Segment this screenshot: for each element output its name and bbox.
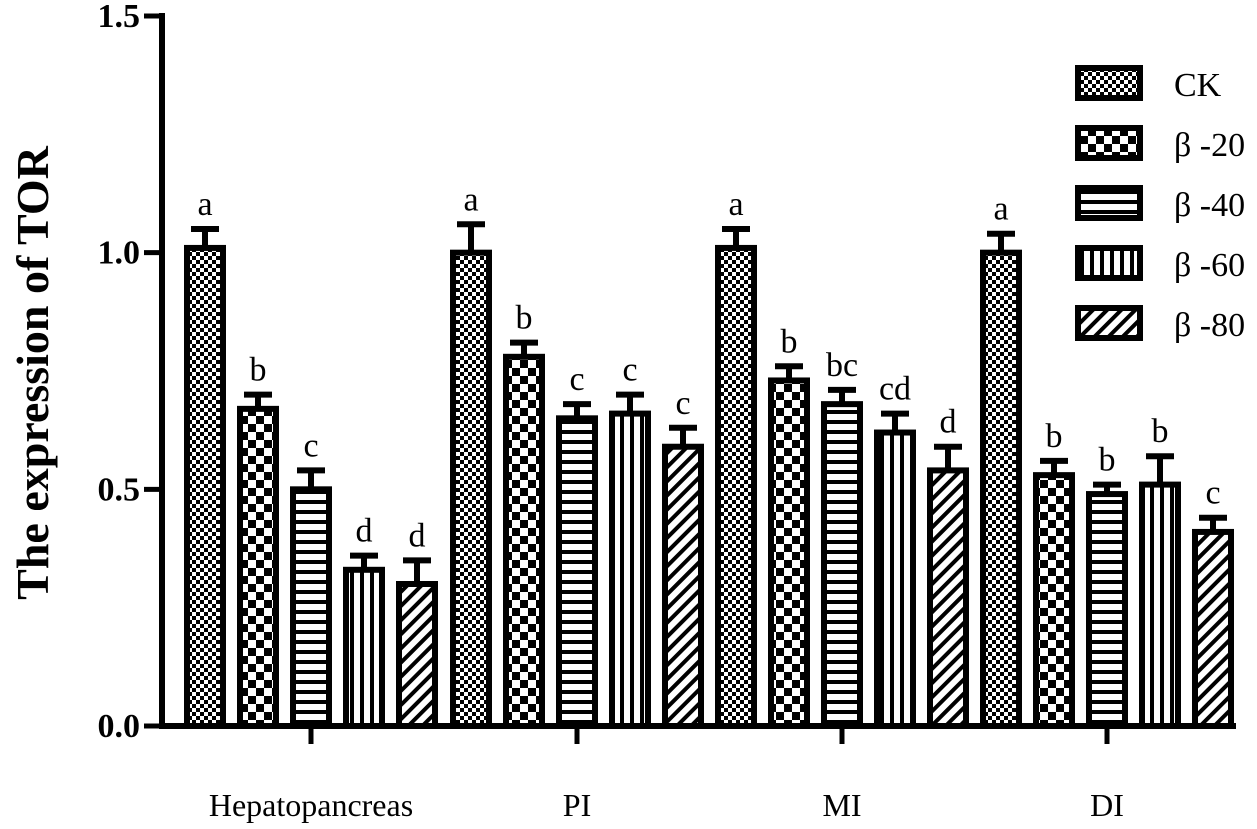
x-tick-label: PI [563, 787, 591, 823]
significance-label: a [728, 186, 743, 223]
significance-label: a [993, 191, 1008, 228]
bar [184, 244, 226, 730]
bar [662, 443, 704, 729]
significance-label: d [409, 517, 426, 554]
significance-label: b [250, 352, 267, 389]
bar [821, 401, 863, 729]
bar [609, 410, 651, 729]
y-tick-label: 0.0 [98, 708, 141, 745]
significance-label: c [303, 427, 318, 464]
legend-swatch [1075, 125, 1143, 161]
significance-label: b [1152, 413, 1169, 450]
bar [343, 566, 385, 729]
bar [1139, 481, 1181, 729]
legend-label: β -60 [1174, 247, 1245, 284]
significance-label: d [356, 513, 373, 550]
x-tick-label: DI [1090, 787, 1124, 823]
significance-label: bc [826, 347, 858, 384]
x-tick-label: MI [822, 787, 861, 823]
bar [1086, 491, 1128, 730]
bar [290, 486, 332, 730]
bar [874, 429, 916, 729]
bar [980, 249, 1022, 730]
significance-label: c [1205, 475, 1220, 512]
y-tick-label: 0.5 [98, 471, 141, 508]
significance-label: a [463, 181, 478, 218]
legend-label: β -80 [1174, 307, 1245, 344]
y-axis-title: The expression of TOR [7, 145, 58, 599]
legend-swatch [1075, 305, 1143, 341]
significance-label: b [516, 300, 533, 337]
bar [237, 405, 279, 729]
legend-swatch [1075, 245, 1143, 281]
legend-label: β -40 [1174, 187, 1245, 224]
significance-label: c [569, 361, 584, 398]
y-tick-label: 1.5 [98, 0, 141, 35]
legend: CK β -20 β -40 β -60 β -80 [1075, 65, 1245, 344]
bar [1033, 472, 1075, 729]
bar [927, 467, 969, 729]
significance-label: c [622, 352, 637, 389]
bar [396, 581, 438, 729]
significance-label: b [1046, 418, 1063, 455]
significance-label: c [675, 385, 690, 422]
legend-label: CK [1174, 67, 1222, 104]
bar [768, 377, 810, 729]
bar [556, 415, 598, 729]
significance-label: b [781, 323, 798, 360]
x-tick-label: Hepatopancreas [209, 787, 413, 823]
legend-swatch [1075, 185, 1143, 221]
axes: 0.0 0.5 1.0 1.5 Hepatopancreas PI MI DI [98, 0, 1236, 823]
bar [503, 353, 545, 729]
legend-swatch [1075, 65, 1143, 101]
bar [1192, 528, 1234, 730]
y-tick-label: 1.0 [98, 235, 141, 272]
significance-label: d [940, 404, 957, 441]
significance-label: b [1099, 442, 1116, 479]
bar [450, 249, 492, 730]
significance-label: a [197, 186, 212, 223]
legend-label: β -20 [1174, 127, 1245, 164]
bar [715, 244, 757, 730]
significance-label: cd [879, 371, 911, 408]
